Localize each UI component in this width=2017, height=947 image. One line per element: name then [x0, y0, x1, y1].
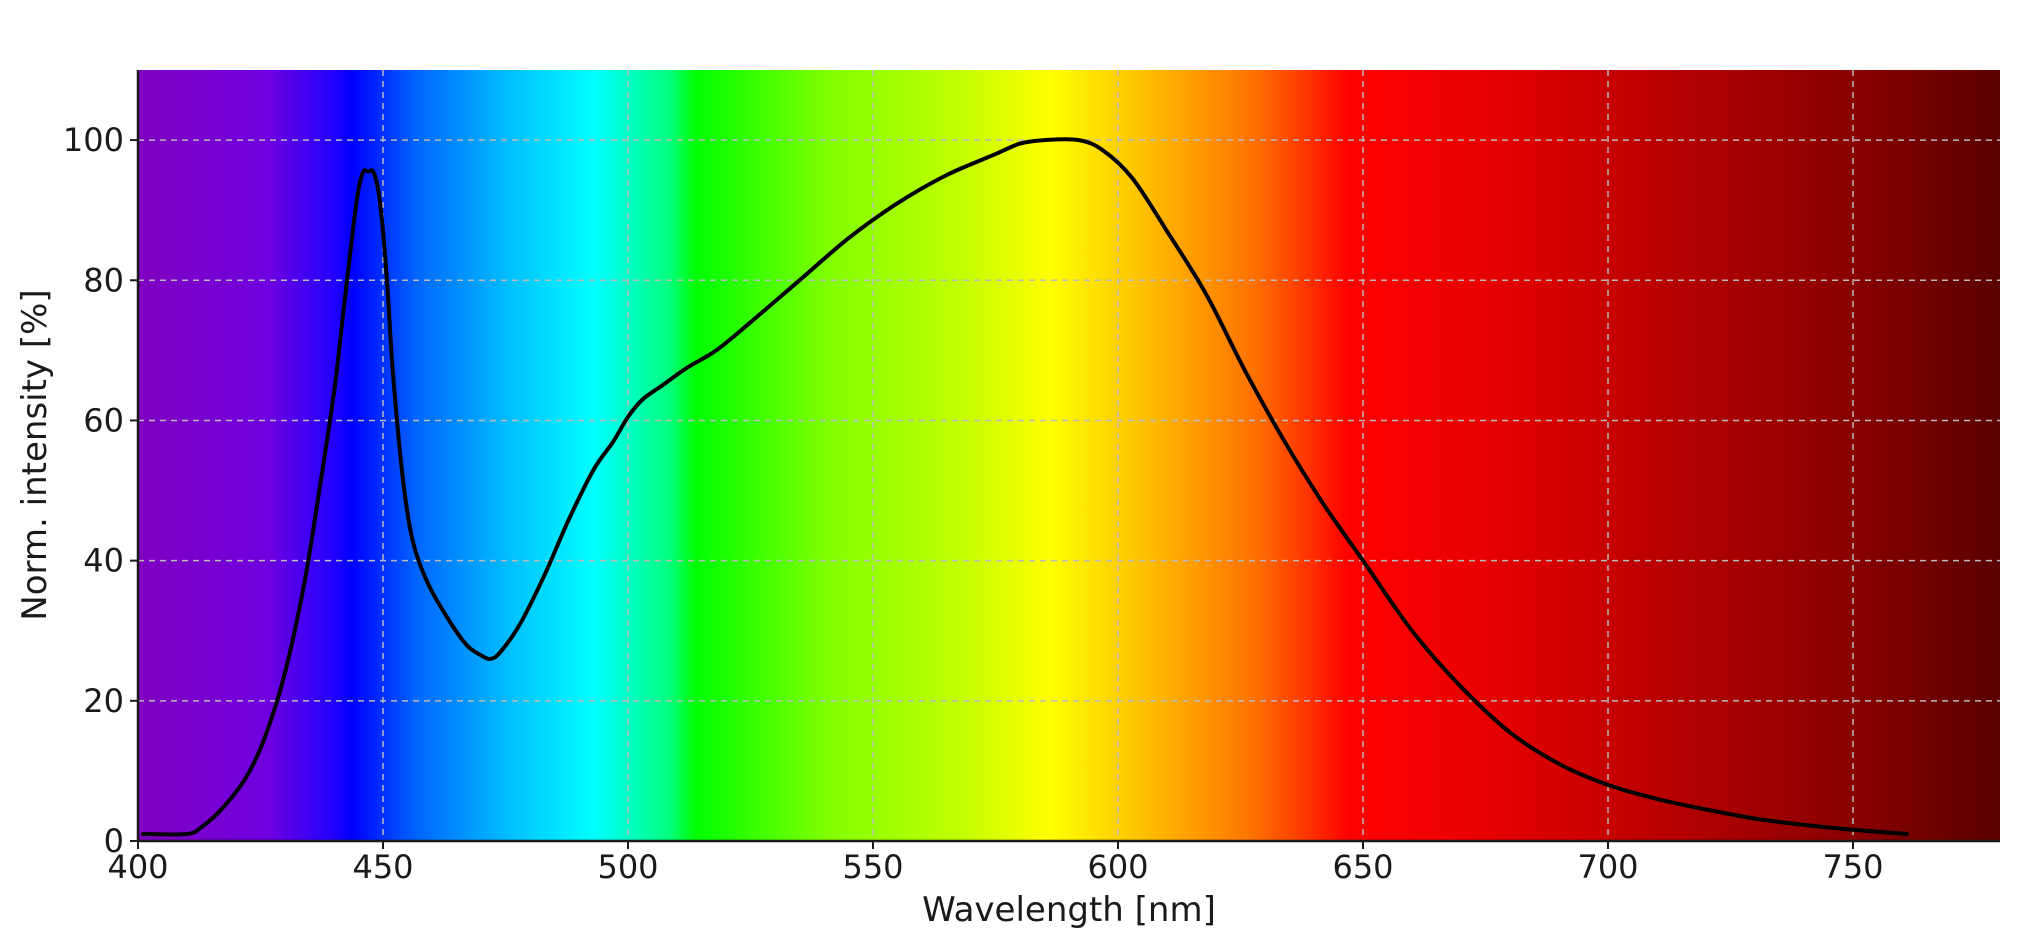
grid	[138, 70, 2000, 841]
x-tick-label: 500	[597, 848, 658, 886]
x-tick-label: 750	[1822, 848, 1883, 886]
spectrum-background	[138, 70, 2000, 841]
y-tick-label: 0	[104, 822, 124, 860]
y-tick-label: 40	[83, 542, 124, 580]
x-axis-ticks: 400 450 500 550 600 650 700 750	[107, 841, 1884, 886]
x-tick-label: 700	[1577, 848, 1638, 886]
y-tick-label: 20	[83, 682, 124, 720]
x-tick-label: 450	[352, 848, 413, 886]
y-axis-ticks: 0 20 40 60 80 100	[63, 121, 138, 860]
y-tick-label: 80	[83, 261, 124, 299]
x-axis-label: Wavelength [nm]	[922, 890, 1216, 930]
intensity-curve	[140, 137, 1909, 837]
x-tick-label: 550	[842, 848, 903, 886]
y-tick-label: 60	[83, 401, 124, 439]
x-tick-label: 650	[1332, 848, 1393, 886]
y-tick-label: 100	[63, 121, 124, 159]
x-tick-label: 400	[107, 848, 168, 886]
x-tick-label: 600	[1087, 848, 1148, 886]
y-axis-label: Norm. intensity [%]	[15, 289, 55, 620]
